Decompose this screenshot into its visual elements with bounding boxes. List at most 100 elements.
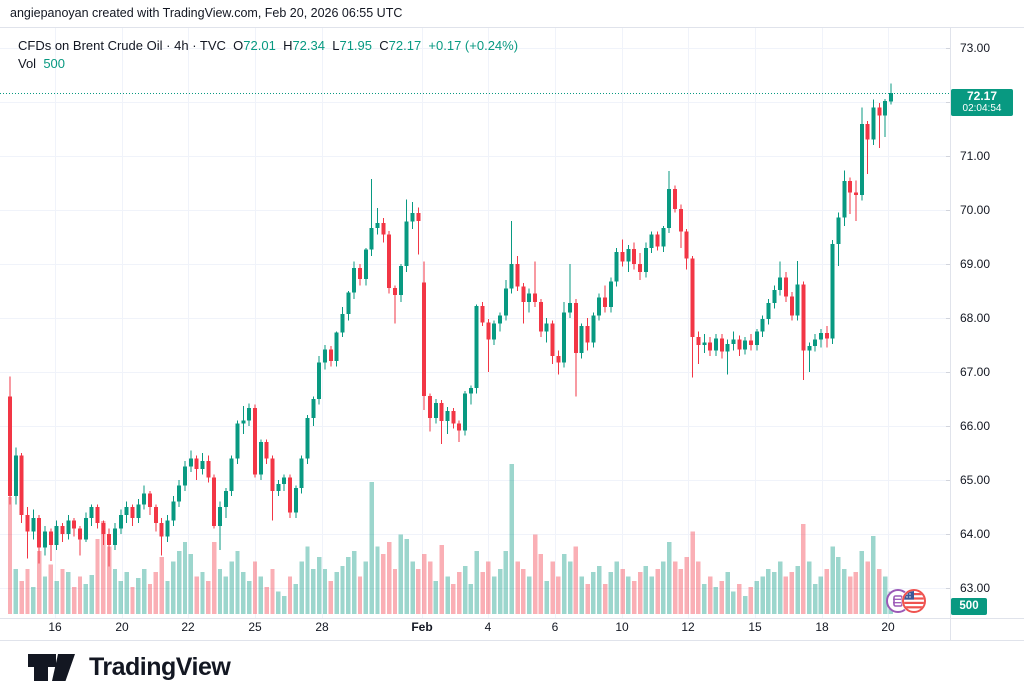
candle-body: [253, 408, 258, 475]
candle-body: [655, 234, 660, 247]
candle-body: [410, 213, 415, 222]
y-axis-label[interactable]: 73.00: [960, 41, 990, 55]
x-axis-label[interactable]: 22: [181, 620, 195, 634]
candle-body: [538, 301, 543, 332]
x-axis-label[interactable]: 15: [748, 620, 762, 634]
x-axis-label[interactable]: 16: [48, 620, 62, 634]
candle-body: [632, 248, 637, 264]
change-value: +0.17 (+0.24%): [428, 38, 519, 53]
candle-body: [323, 349, 328, 363]
candle-body: [445, 410, 450, 422]
x-axis-label[interactable]: Feb: [411, 620, 432, 634]
volume-bar: [206, 581, 211, 614]
volume-bar: [60, 569, 65, 614]
volume-bar: [392, 569, 398, 614]
volume-bar: [497, 569, 503, 614]
y-axis-label[interactable]: 67.00: [960, 365, 990, 379]
volume-bar: [77, 576, 83, 614]
candle-body: [515, 264, 520, 287]
volume-bar: [422, 554, 427, 614]
volume-bar: [824, 569, 829, 614]
volume-bar: [672, 561, 678, 614]
y-axis-label[interactable]: 70.00: [960, 203, 990, 217]
y-axis-label[interactable]: 63.00: [960, 581, 990, 595]
x-axis-label[interactable]: 18: [815, 620, 829, 634]
candle-body: [778, 277, 783, 290]
volume-bar: [527, 576, 532, 614]
volume-bar: [334, 572, 339, 614]
candle-body: [264, 442, 269, 459]
candle-body: [142, 493, 147, 505]
candle-body: [474, 306, 479, 389]
candle-body: [562, 312, 567, 363]
y-axis-label[interactable]: 71.00: [960, 149, 990, 163]
y-axis-label[interactable]: 65.00: [960, 473, 990, 487]
volume-bar: [241, 572, 246, 614]
x-axis-label[interactable]: 10: [615, 620, 629, 634]
candle-body: [334, 332, 339, 362]
bar-countdown: 02:04:54: [962, 103, 1002, 114]
volume-bar: [398, 534, 404, 614]
x-axis-label[interactable]: 4: [485, 620, 492, 634]
close-value: 72.17: [388, 38, 422, 53]
candle-body: [468, 388, 473, 394]
candle-body: [492, 323, 497, 340]
candle-body: [760, 319, 765, 332]
volume-bar: [853, 572, 859, 614]
y-axis-label[interactable]: 66.00: [960, 419, 990, 433]
y-axis-label[interactable]: 64.00: [960, 527, 990, 541]
volume-bar: [287, 576, 293, 614]
volume-bar: [246, 581, 252, 614]
candlestick-chart[interactable]: 73.0072.0071.0070.0069.0068.0067.0066.00…: [0, 27, 1024, 641]
candle-body: [258, 442, 263, 475]
volume-bar: [31, 587, 36, 614]
candle-body: [591, 315, 596, 343]
candle-body: [241, 420, 246, 424]
candle-body: [708, 342, 713, 351]
x-axis-label[interactable]: 20: [881, 620, 895, 634]
candle-body: [171, 501, 176, 521]
symbol-legend[interactable]: CFDs on Brent Crude Oil · 4h · TVC O72.0…: [18, 37, 518, 72]
candle-body: [649, 234, 654, 248]
volume-bar: [661, 561, 666, 614]
candle-body: [381, 222, 386, 235]
volume-bar: [19, 581, 24, 614]
y-axis-label[interactable]: 69.00: [960, 257, 990, 271]
volume-value: 500: [43, 56, 66, 71]
volume-bar: [451, 584, 456, 614]
candle-body: [43, 531, 47, 548]
x-axis-label[interactable]: 28: [315, 620, 329, 634]
volume-bar: [801, 524, 806, 614]
volume-bar: [783, 576, 789, 614]
candle-body: [19, 455, 24, 516]
volume-bar: [807, 561, 812, 614]
volume-bar: [503, 551, 509, 614]
candle-body: [579, 326, 584, 354]
volume-bar: [486, 561, 491, 614]
candle-body: [620, 252, 625, 262]
symbol-title[interactable]: CFDs on Brent Crude Oil: [18, 38, 163, 53]
interval-label[interactable]: 4h: [174, 38, 189, 53]
candle-body: [428, 395, 433, 418]
candle-body: [153, 507, 158, 524]
y-axis-label[interactable]: 68.00: [960, 311, 990, 325]
volume-bar: [602, 584, 608, 614]
candle-body: [288, 477, 293, 513]
candle-body: [585, 326, 590, 343]
candle-body: [416, 213, 421, 221]
candle-body: [451, 410, 456, 424]
tradingview-logo[interactable]: TradingView: [28, 653, 231, 682]
x-axis-label[interactable]: 6: [552, 620, 559, 634]
volume-bar: [439, 545, 444, 614]
candle-body: [282, 477, 287, 484]
x-axis-label[interactable]: 20: [115, 620, 129, 634]
candle-body: [626, 248, 631, 262]
volume-bar: [101, 521, 106, 614]
x-axis-label[interactable]: 12: [681, 620, 695, 634]
candle-body: [509, 264, 514, 289]
volume-bar: [322, 569, 328, 614]
x-axis-label[interactable]: 25: [248, 620, 262, 634]
open-label: O: [233, 38, 244, 53]
chart-canvas[interactable]: 73.0072.0071.0070.0069.0068.0067.0066.00…: [0, 28, 1024, 641]
volume-bar: [474, 551, 479, 614]
